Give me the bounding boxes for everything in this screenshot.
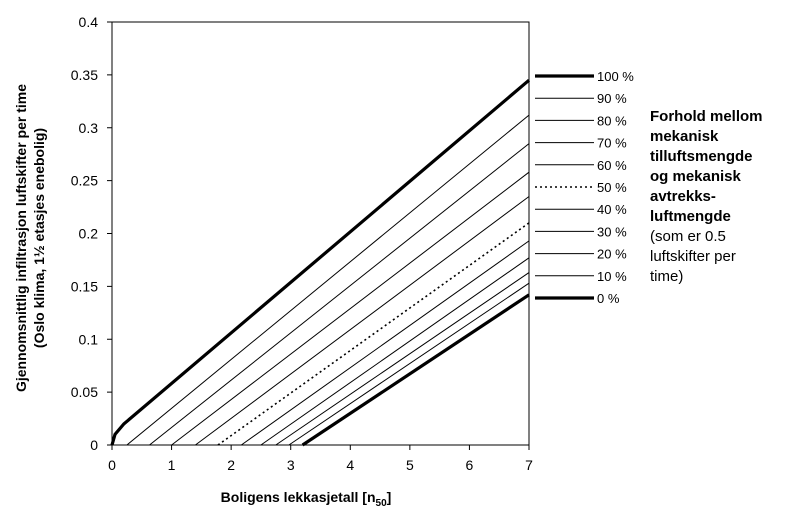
y-axis-ticks: 0 0.05 0.1 0.15 0.2 0.25 0.3 0.35 0.4 (71, 14, 112, 453)
note-line: mekanisk (650, 128, 719, 145)
y-axis-label-line2: (Oslo klima, 1½ etasjes enebolig) (31, 128, 47, 348)
y-tick-label: 0.25 (71, 173, 98, 189)
note-line: luftmengde (650, 208, 731, 225)
legend-label: 70 % (597, 136, 627, 151)
note-line: time) (650, 268, 684, 285)
series-line-10pct (288, 282, 530, 446)
legend-label: 0 % (597, 291, 620, 306)
legend-label: 20 % (597, 247, 627, 262)
legend-label: 80 % (597, 113, 627, 128)
legend-label: 50 % (597, 180, 627, 195)
x-tick-label: 3 (287, 457, 295, 473)
y-tick-label: 0.15 (71, 278, 98, 294)
note-line: luftskifter per (650, 248, 736, 265)
x-tick-label: 2 (227, 457, 235, 473)
note-line: og mekanisk (650, 168, 741, 185)
series-line-30pct (260, 257, 530, 446)
x-axis-ticks: 0 1 2 3 4 5 6 7 (108, 445, 533, 473)
legend-label: 10 % (597, 269, 627, 284)
y-tick-label: 0.05 (71, 384, 98, 400)
note-line: avtrekks- (650, 188, 716, 205)
y-axis-label-line1: Gjennomsnittlig infiltrasjon luftskifter… (13, 84, 29, 392)
y-tick-label: 0 (90, 437, 98, 453)
legend-label: 100 % (597, 69, 634, 84)
x-tick-label: 0 (108, 457, 116, 473)
legend-label: 30 % (597, 224, 627, 239)
legend-label: 40 % (597, 202, 627, 217)
y-tick-label: 0.4 (79, 14, 99, 30)
note-line: (som er 0.5 (650, 228, 726, 245)
x-tick-label: 7 (525, 457, 533, 473)
y-tick-label: 0.1 (79, 331, 99, 347)
series-line-0pct (301, 293, 530, 447)
legend-label: 90 % (597, 91, 627, 106)
legend-label: 60 % (597, 158, 627, 173)
y-tick-label: 0.3 (79, 120, 99, 136)
series-line-80pct (149, 143, 530, 446)
x-tick-label: 1 (168, 457, 176, 473)
series-line-50pct (217, 222, 530, 446)
series-line-90pct (126, 114, 530, 446)
note-line: Forhold mellom (650, 108, 763, 125)
legend-note: Forhold mellom mekanisk tilluftsmengde o… (650, 107, 792, 287)
legend: 100 % 90 % 80 % 70 % 60 % 50 % 40 % 30 % 20 % 10 … (535, 69, 634, 306)
y-tick-label: 0.35 (71, 67, 98, 83)
x-tick-label: 6 (466, 457, 474, 473)
y-tick-label: 0.2 (79, 226, 99, 242)
series-layer (110, 78, 531, 447)
note-line: tilluftsmengde (650, 148, 753, 165)
x-tick-label: 4 (346, 457, 354, 473)
series-line-70pct (171, 171, 530, 446)
series-line-20pct (275, 272, 530, 446)
series-line-60pct (195, 196, 530, 446)
x-tick-label: 5 (406, 457, 414, 473)
series-line-100pct (110, 78, 531, 446)
series-line-40pct (241, 240, 530, 446)
x-axis-label: Boligens lekkasjetall [n50] (221, 489, 392, 509)
